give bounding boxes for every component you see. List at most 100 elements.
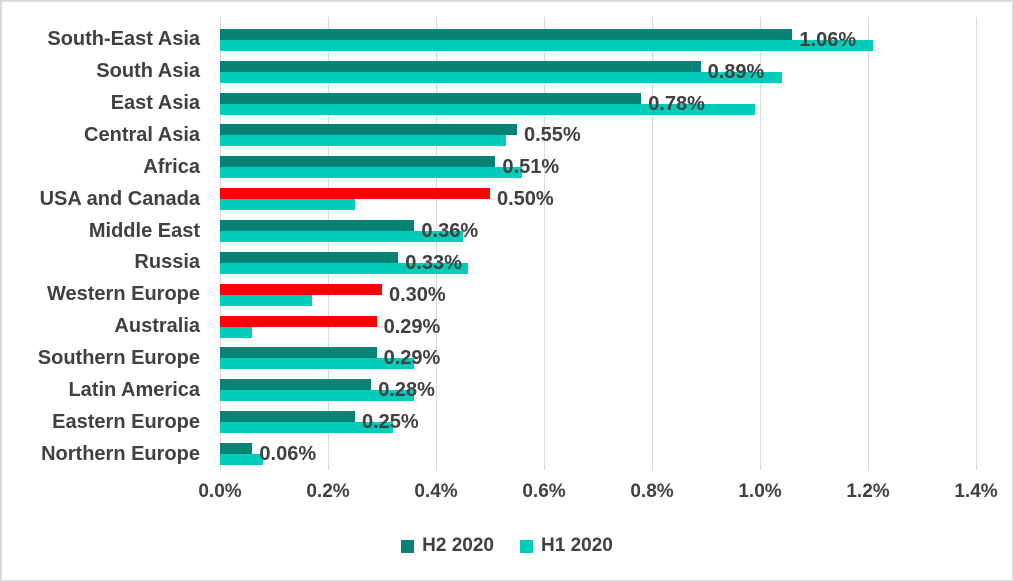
bar-h2-2020 <box>220 219 415 231</box>
category-label: Middle East <box>88 219 200 242</box>
x-axis-tick-label: 0.2% <box>306 481 350 502</box>
bar-h1-2020 <box>220 71 782 83</box>
category-label: Northern Europe <box>41 442 200 465</box>
data-label: 0.78% <box>648 92 705 115</box>
category-label: Southern Europe <box>37 347 200 370</box>
category-label: Western Europe <box>47 283 200 306</box>
x-axis-tick-label: 0.6% <box>522 481 566 502</box>
x-axis-tick-label: 1.0% <box>738 481 782 502</box>
x-axis-tick-label: 0.0% <box>198 481 242 502</box>
legend-label: H2 2020 <box>422 535 494 556</box>
data-label: 0.36% <box>421 219 479 242</box>
bar-h2-2020 <box>220 379 372 391</box>
bar-pair: 0.28% <box>220 379 976 402</box>
bar-pair: 0.50% <box>220 188 976 211</box>
bar-pair: 0.25% <box>220 411 976 434</box>
data-label: 0.89% <box>707 60 765 83</box>
bar-pair: 0.78% <box>220 92 976 115</box>
x-axis-tick-label: 1.4% <box>954 481 998 502</box>
gridline <box>220 17 221 470</box>
bar-pair: 0.33% <box>220 251 976 274</box>
legend-swatch <box>520 539 533 553</box>
bar-pair: 0.06% <box>220 442 976 465</box>
chart-row: 1.06% <box>220 24 976 56</box>
gridline <box>868 17 869 470</box>
bar-h1-2020 <box>220 390 415 402</box>
bar-pair: 0.51% <box>220 156 976 179</box>
gridline <box>436 17 437 470</box>
bar-h1-2020 <box>220 262 469 274</box>
bar-h2-2020 <box>220 411 355 423</box>
category-label: Australia <box>114 315 200 338</box>
bar-h1-2020 <box>220 358 415 370</box>
bar-h2-2020 <box>220 188 490 200</box>
bar-h2-2020 <box>220 315 377 327</box>
data-label: 0.28% <box>378 379 435 402</box>
data-label: 0.29% <box>383 315 441 338</box>
bar-pair: 0.89% <box>220 60 976 83</box>
category-label: Africa <box>143 155 200 178</box>
bar-h2-2020 <box>220 92 642 104</box>
bar-pair: 0.29% <box>220 315 976 338</box>
chart-row: 0.36% <box>220 215 976 247</box>
category-label: South-East Asia <box>47 28 200 51</box>
bar-h1-2020 <box>220 103 755 115</box>
bar-h2-2020 <box>220 28 793 40</box>
bar-h2-2020 <box>220 442 253 454</box>
category-label: East Asia <box>110 92 200 115</box>
gridline <box>652 17 653 470</box>
legend-swatch <box>401 539 415 553</box>
chart-row: 0.51% <box>220 151 976 183</box>
gridline <box>976 17 977 470</box>
chart-row: 0.06% <box>220 438 976 470</box>
chart-row: 0.30% <box>220 279 976 311</box>
x-axis-tick-label: 0.8% <box>630 481 674 502</box>
data-label: 0.51% <box>502 156 560 179</box>
data-label: 0.25% <box>362 411 419 434</box>
chart-row: 0.29% <box>220 311 976 343</box>
category-label: USA and Canada <box>39 187 200 210</box>
chart-row: 0.28% <box>220 374 976 406</box>
chart-row: 0.33% <box>220 247 976 279</box>
bar-pair: 1.06% <box>220 28 976 51</box>
bar-pair: 0.29% <box>220 347 976 370</box>
gridline <box>328 17 329 470</box>
legend-item: H2 2020 <box>401 535 494 557</box>
chart-row: 0.29% <box>220 342 976 374</box>
category-label: Central Asia <box>84 124 200 146</box>
bar-h1-2020 <box>220 422 393 434</box>
chart-row: 0.78% <box>220 88 976 120</box>
category-label: Eastern Europe <box>52 410 200 433</box>
chart-row: 0.89% <box>220 56 976 88</box>
bar-h1-2020 <box>220 294 312 306</box>
bar-pair: 0.55% <box>220 124 976 147</box>
category-axis: South-East Asia South Asia East Asia Centra… <box>2 24 200 470</box>
bar-h2-2020 <box>220 251 399 263</box>
bar-h1-2020 <box>220 39 874 51</box>
chart-row: 0.55% <box>220 120 976 152</box>
bar-h1-2020 <box>220 326 253 338</box>
bar-h2-2020 <box>220 156 496 168</box>
data-label: 0.50% <box>497 188 554 211</box>
legend-item: H1 2020 <box>520 535 613 557</box>
gridline <box>544 17 545 470</box>
bar-h1-2020 <box>220 167 523 179</box>
bar-h2-2020 <box>220 124 517 136</box>
category-label: Latin America <box>68 378 200 401</box>
category-label: South Asia <box>96 60 200 83</box>
legend-label: H1 2020 <box>541 535 613 556</box>
data-label: 0.30% <box>389 283 446 306</box>
bar-h1-2020 <box>220 199 355 211</box>
bar-h1-2020 <box>220 135 507 147</box>
x-axis: 0.0% 0.2% 0.4% 0.6% 0.8% 1.0% 1.2% 1.4% <box>198 481 997 505</box>
bar-pair: 0.30% <box>220 283 976 306</box>
bar-pair: 0.36% <box>220 219 976 242</box>
bar-h1-2020 <box>220 453 264 465</box>
bar-h2-2020 <box>220 60 701 72</box>
gridline <box>760 17 761 470</box>
x-axis-tick-label: 1.2% <box>846 481 890 502</box>
plot-area: 1.06% 0.89% 0.78% 0.55% 0.51% 0.50% 0.36% 0.33%… <box>220 17 977 470</box>
data-label: 0.33% <box>405 251 462 274</box>
data-label: 0.55% <box>524 124 581 147</box>
